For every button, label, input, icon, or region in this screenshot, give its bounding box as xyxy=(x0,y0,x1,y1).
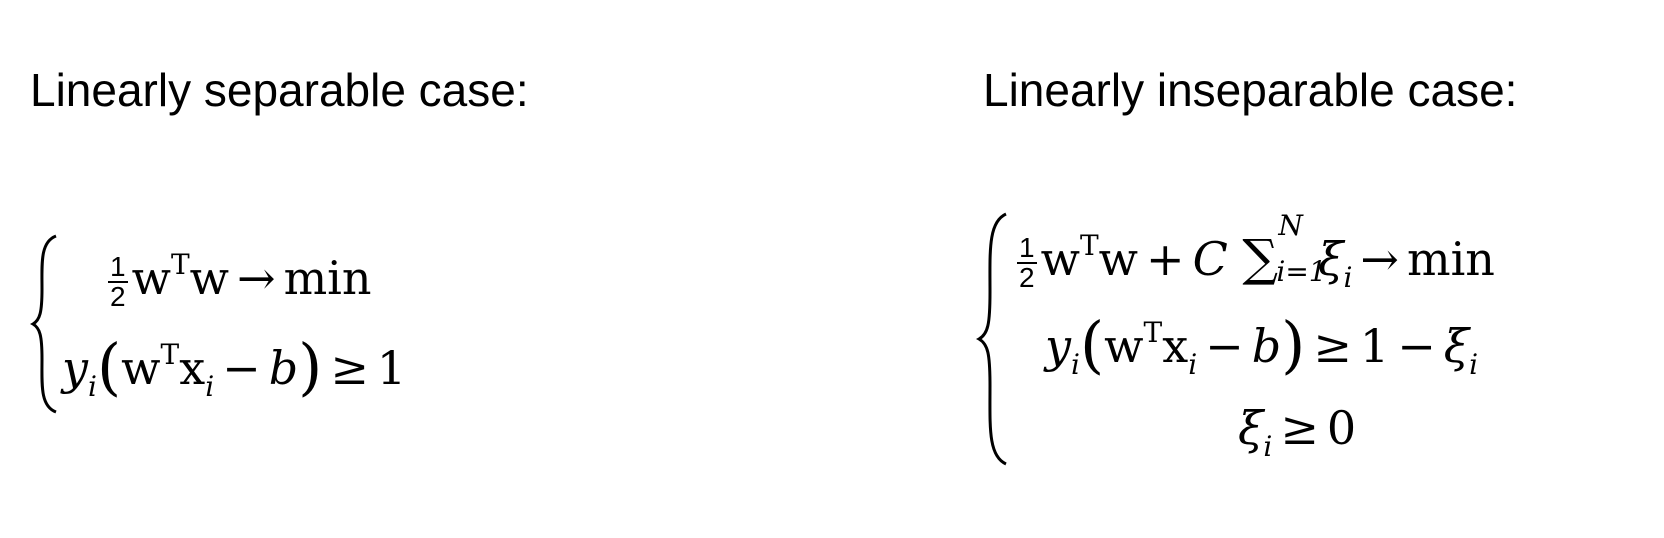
separable-objective: 1 2 wTw → min xyxy=(108,248,372,312)
arrow-symbol: → xyxy=(237,251,276,305)
separable-constraint: yi(wTxi − b) ≥1 xyxy=(62,330,407,403)
inseparable-constraint: yi(wTxi − b) ≥1− ξi xyxy=(1045,308,1479,381)
arrow-symbol: → xyxy=(1360,232,1399,286)
heading-separable: Linearly separable case: xyxy=(30,64,529,116)
slack-nonnegativity: ξi ≥0 xyxy=(1238,401,1357,463)
right-brace-icon xyxy=(976,212,1007,466)
heading-inseparable: Linearly inseparable case: xyxy=(983,64,1518,116)
left-brace-icon xyxy=(30,234,57,414)
sigma-symbol: ∑ xyxy=(1242,229,1279,287)
